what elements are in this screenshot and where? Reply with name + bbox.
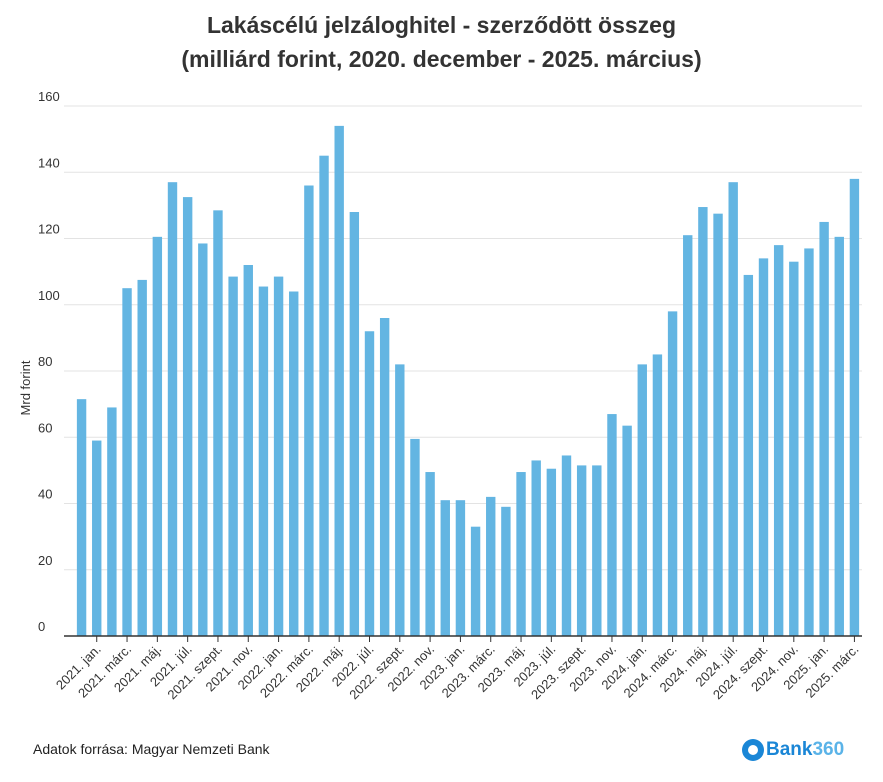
- bar-34: [592, 465, 602, 636]
- bar-5: [152, 236, 163, 636]
- bar-15: [304, 185, 314, 636]
- bar-31: [546, 468, 557, 636]
- y-tick-label: 40: [38, 487, 52, 502]
- y-tick-label: 100: [38, 288, 60, 303]
- bar-33: [576, 465, 587, 636]
- bar-38: [652, 354, 663, 636]
- bar-2: [107, 407, 117, 636]
- bar-14: [289, 291, 299, 636]
- bar-7: [182, 197, 193, 636]
- chart-title-line1: Lakáscélú jelzáloghitel - szerződött öss…: [206, 12, 677, 38]
- bar-0: [76, 399, 87, 636]
- bar-47: [789, 261, 799, 636]
- y-tick-label: 120: [38, 222, 60, 237]
- bar-18: [349, 212, 360, 636]
- y-axis-ticks: 0 20 40 60 80 100 120 140 160: [38, 89, 60, 634]
- bar-41: [698, 207, 708, 636]
- x-axis-ticks: 2021. jan.2021. márc.2021. máj.2021. júl…: [53, 636, 862, 702]
- chart-title-line2: (milliárd forint, 2020. december - 2025.…: [181, 46, 702, 72]
- bar-21: [395, 364, 405, 636]
- bar-43: [728, 182, 738, 636]
- bar-6: [167, 182, 178, 636]
- bar-40: [683, 235, 693, 636]
- logo-text: Bank360: [766, 739, 844, 761]
- bar-1: [92, 440, 102, 636]
- y-axis-title: Mrd forint: [18, 360, 33, 415]
- bar-39: [667, 311, 678, 636]
- bank360-logo: Bank360: [742, 737, 844, 763]
- bars: [76, 125, 860, 636]
- gridlines: [64, 105, 862, 571]
- bar-42: [713, 213, 723, 636]
- bar-8: [198, 243, 208, 636]
- bar-25: [455, 500, 466, 636]
- bar-37: [637, 364, 647, 636]
- bar-35: [607, 414, 617, 636]
- logo-mark-icon: [742, 739, 764, 761]
- bar-3: [122, 288, 132, 636]
- bar-44: [743, 274, 754, 636]
- bar-46: [773, 245, 784, 636]
- bar-4: [137, 279, 147, 636]
- source-note: Adatok forrása: Magyar Nemzeti Bank: [33, 741, 270, 757]
- y-tick-label: 20: [38, 553, 52, 568]
- bar-27: [486, 496, 496, 636]
- bar-12: [258, 286, 269, 636]
- bar-28: [501, 506, 511, 636]
- logo-suffix: 360: [812, 739, 845, 760]
- bar-22: [410, 438, 420, 636]
- bar-10: [228, 276, 238, 636]
- bar-13: [273, 276, 284, 636]
- bar-9: [213, 210, 223, 636]
- y-tick-label: 60: [38, 420, 52, 435]
- y-tick-label: 0: [38, 619, 45, 634]
- bar-23: [425, 472, 435, 636]
- bar-17: [334, 125, 344, 636]
- bar-30: [531, 460, 541, 636]
- bar-20: [379, 318, 390, 636]
- logo-prefix: Bank: [766, 739, 813, 760]
- y-tick-label: 140: [38, 155, 60, 170]
- y-tick-label: 160: [38, 89, 60, 104]
- y-tick-label: 80: [38, 354, 52, 369]
- bar-50: [834, 236, 844, 636]
- chart-title: Lakáscélú jelzáloghitel - szerződött öss…: [0, 8, 883, 76]
- bar-chart: 0 20 40 60 80 100 120 140 160 2021. jan.2021. má…: [18, 89, 862, 702]
- bar-48: [804, 248, 814, 636]
- bar-32: [561, 455, 572, 636]
- bar-11: [243, 265, 253, 636]
- bar-29: [516, 472, 526, 636]
- bar-19: [364, 331, 375, 636]
- bar-51: [849, 178, 860, 636]
- bar-24: [440, 500, 450, 636]
- bar-45: [758, 258, 769, 636]
- bar-49: [819, 221, 829, 636]
- bar-26: [470, 526, 481, 636]
- bar-16: [319, 155, 329, 636]
- bar-36: [622, 425, 632, 636]
